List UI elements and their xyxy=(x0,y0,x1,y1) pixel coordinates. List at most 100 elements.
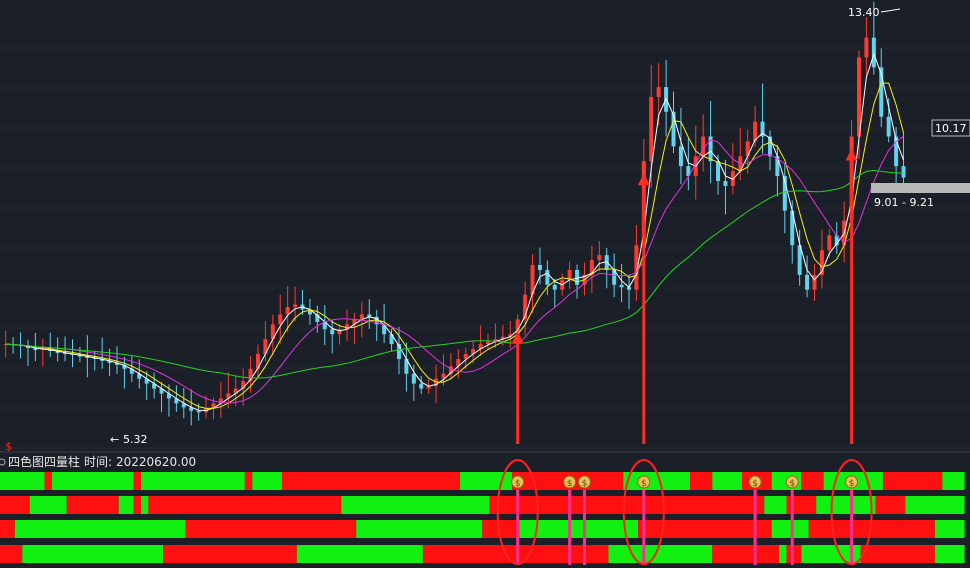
candle-body xyxy=(181,403,186,408)
four-color-bar-segment xyxy=(690,472,713,490)
range-highlight-bar xyxy=(871,183,970,193)
four-color-bar-segment xyxy=(118,496,134,514)
candle-body xyxy=(389,334,394,345)
candle-body xyxy=(552,284,557,290)
four-color-bar-segment xyxy=(801,545,861,563)
money-bag-icon xyxy=(845,475,859,489)
candle-body xyxy=(196,410,201,413)
four-color-bar-segment xyxy=(934,520,965,538)
candle-body xyxy=(137,373,142,379)
candle-body xyxy=(315,314,320,322)
moving-averages xyxy=(5,52,904,412)
four-color-bar-segment xyxy=(764,496,787,514)
money-bag-label: $ xyxy=(789,479,795,489)
four-color-bar-segment xyxy=(148,496,342,514)
ma-yellow-line xyxy=(5,82,904,409)
four-color-bar-segment xyxy=(244,472,253,490)
four-color-bar-segment xyxy=(808,520,935,538)
signal-arrow-head xyxy=(637,173,650,186)
money-bag-label: $ xyxy=(567,479,573,489)
signal-ellipse xyxy=(830,459,873,565)
four-color-bar-segment xyxy=(140,496,149,514)
candle-body xyxy=(701,136,706,157)
candle-body xyxy=(760,121,765,137)
four-color-bar-segment xyxy=(29,496,67,514)
candle-body xyxy=(77,354,82,357)
candle-body xyxy=(359,314,364,320)
candle-body xyxy=(226,393,231,399)
signal-glyph: $ xyxy=(5,440,12,453)
candle-body xyxy=(456,358,461,367)
four-color-bar-segment xyxy=(44,472,52,490)
four-color-bar-segment xyxy=(816,496,876,514)
signal-arrows xyxy=(511,148,858,444)
candle-body xyxy=(857,57,862,137)
four-color-bar-segment xyxy=(0,472,45,490)
current-price-box xyxy=(931,119,970,137)
candle-body xyxy=(85,356,90,358)
candle-body xyxy=(352,319,357,325)
four-color-bar-segment xyxy=(0,496,30,514)
money-bag-label: $ xyxy=(582,479,588,489)
candle-body xyxy=(597,255,602,261)
candle-body xyxy=(270,324,275,340)
four-color-bar-segment xyxy=(786,545,802,563)
candle-body xyxy=(122,364,127,369)
indicator-time-label: 时间: xyxy=(84,455,112,469)
candle-body xyxy=(471,349,476,354)
money-bag-icon xyxy=(748,475,762,489)
candle-body xyxy=(753,121,758,142)
candle-body xyxy=(241,381,246,389)
candles xyxy=(3,1,906,426)
money-bag-icon xyxy=(577,475,591,489)
candle-body xyxy=(708,136,713,162)
candle-body xyxy=(871,37,876,68)
indicator-title: 四色图四量柱 xyxy=(8,454,80,469)
money-bag-icon xyxy=(511,475,525,489)
candle-body xyxy=(159,388,164,394)
current-price-label: 10.17 xyxy=(935,122,967,135)
candle-body xyxy=(812,274,817,290)
candle-body xyxy=(901,166,906,178)
panel-bullet-icon xyxy=(0,458,6,466)
high-price-pointer xyxy=(880,8,901,13)
candle-body xyxy=(189,407,194,411)
low-price-label: 5.32 xyxy=(123,433,148,446)
candle-body xyxy=(322,321,327,330)
four-color-bar-segment xyxy=(489,496,765,514)
candle-body xyxy=(575,269,580,285)
ma-green-line xyxy=(5,169,904,379)
candle-body xyxy=(285,307,290,315)
candle-body xyxy=(293,304,298,308)
indicator-time-value: 20220620.00 xyxy=(116,455,196,469)
money-bag-label: $ xyxy=(849,479,855,489)
four-color-bar-segment xyxy=(905,496,965,514)
candle-body xyxy=(33,348,38,351)
four-color-bar-segment xyxy=(882,472,943,490)
four-color-bar-segment xyxy=(942,472,965,490)
candle-body xyxy=(233,388,238,394)
candle-body xyxy=(382,324,387,335)
candle-body xyxy=(508,334,513,337)
candle-body xyxy=(493,339,498,342)
range-label: 9.01 - 9.21 xyxy=(874,196,934,209)
candle-body xyxy=(426,386,431,389)
signal-arrow-head xyxy=(845,148,858,161)
candle-body xyxy=(411,373,416,384)
four-color-bar-segment xyxy=(0,545,23,563)
candle-body xyxy=(515,319,520,335)
candle-body xyxy=(634,245,639,290)
four-color-bar-segment xyxy=(771,520,809,538)
candle-body xyxy=(864,37,869,58)
candle-body xyxy=(107,360,112,363)
candle-body xyxy=(152,383,157,389)
candle-body xyxy=(345,324,350,330)
four-color-bar-segment xyxy=(422,545,609,563)
money-bag-label: $ xyxy=(515,479,521,489)
candle-body xyxy=(730,171,735,186)
candle-body xyxy=(263,339,268,354)
candle-body xyxy=(144,378,149,384)
four-color-bar-segment xyxy=(608,545,713,563)
four-color-bar-segment xyxy=(281,472,461,490)
candle-body xyxy=(486,341,491,345)
